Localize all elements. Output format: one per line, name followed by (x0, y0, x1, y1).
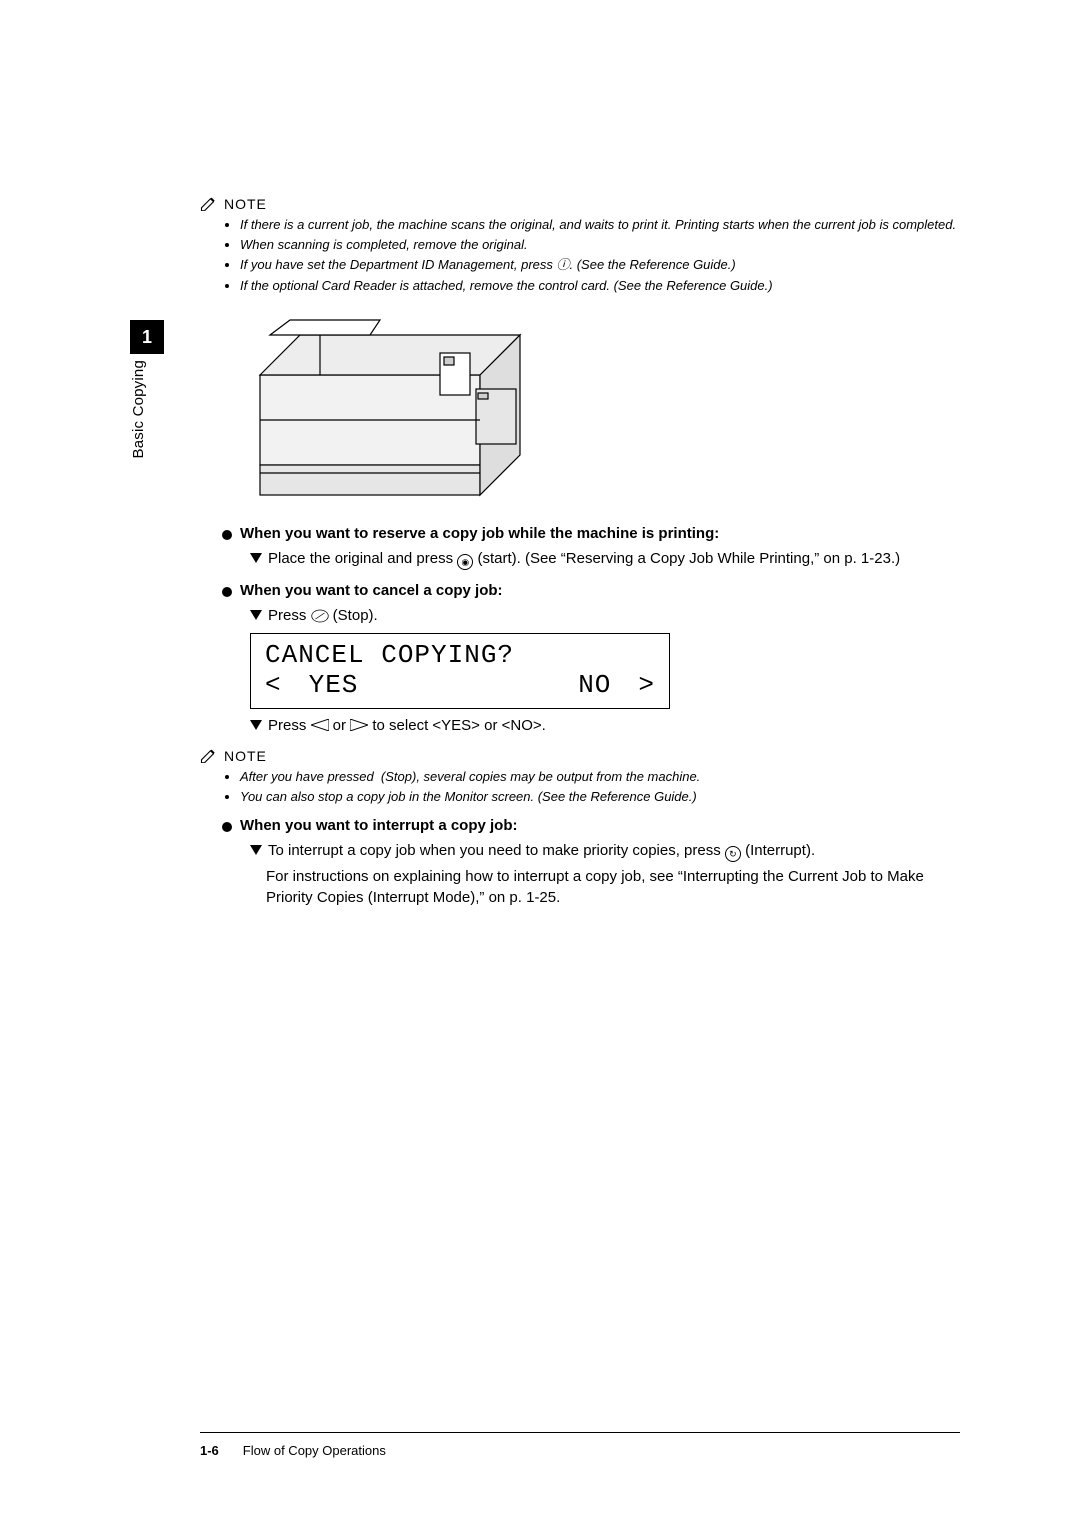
footer-section: Flow of Copy Operations (243, 1443, 386, 1458)
section-heading: When you want to cancel a copy job: (222, 582, 960, 599)
interrupt-icon: ↻ (725, 846, 741, 862)
note-header: NOTE (200, 748, 960, 764)
text-fragment: (Stop). (329, 607, 378, 624)
lcd-yes: < YES (265, 670, 358, 700)
printer-illustration (240, 305, 540, 505)
text-fragment: Press (268, 717, 311, 734)
document-page: 1 Basic Copying NOTE If there is a curre… (0, 0, 1080, 1528)
lcd-line1: CANCEL COPYING? (265, 640, 655, 670)
page-footer: 1-6 Flow of Copy Operations (200, 1432, 960, 1458)
triangle-icon (250, 610, 262, 620)
section-cancel: When you want to cancel a copy job: Pres… (200, 582, 960, 737)
section-heading: When you want to reserve a copy job whil… (222, 525, 960, 542)
step-text: Place the original and press ◉ (start). … (268, 548, 960, 570)
lcd-no: NO > (578, 670, 655, 700)
note-item: You can also stop a copy job in the Moni… (240, 788, 960, 806)
triangle-icon (250, 553, 262, 563)
step-row: Press or to select <YES> or <NO>. (250, 715, 960, 737)
footer-divider (200, 1432, 960, 1433)
section-title: When you want to interrupt a copy job: (240, 817, 518, 834)
text-fragment: (Interrupt). (741, 842, 815, 859)
bullet-icon (222, 822, 232, 832)
text-fragment: (start). (See “Reserving a Copy Job Whil… (473, 550, 900, 567)
text-fragment: or (329, 717, 351, 734)
step-row: To interrupt a copy job when you need to… (250, 840, 960, 862)
text-fragment: to select <YES> or <NO>. (368, 717, 546, 734)
note-item: If there is a current job, the machine s… (240, 216, 960, 234)
text-fragment: Press (268, 607, 311, 624)
paragraph: For instructions on explaining how to in… (266, 866, 960, 910)
note-label: NOTE (224, 748, 267, 764)
note-list-1: If there is a current job, the machine s… (200, 216, 960, 295)
text-fragment: Place the original and press (268, 550, 457, 567)
page-number: 1-6 (200, 1443, 219, 1458)
note-item: If you have set the Department ID Manage… (240, 256, 960, 274)
section-reserve: When you want to reserve a copy job whil… (200, 525, 960, 570)
step-text: To interrupt a copy job when you need to… (268, 840, 960, 862)
section-interrupt: When you want to interrupt a copy job: T… (200, 817, 960, 910)
side-tab: 1 Basic Copying (130, 320, 164, 462)
chapter-number-box: 1 (130, 320, 164, 354)
bullet-icon (222, 530, 232, 540)
stop-icon (311, 609, 329, 623)
note-label: NOTE (224, 196, 267, 212)
section-title: When you want to reserve a copy job whil… (240, 525, 719, 542)
note-header: NOTE (200, 196, 960, 212)
section-heading: When you want to interrupt a copy job: (222, 817, 960, 834)
left-arrow-icon (311, 719, 329, 731)
start-icon: ◉ (457, 554, 473, 570)
text-fragment: To interrupt a copy job when you need to… (268, 842, 725, 859)
bullet-icon (222, 587, 232, 597)
pencil-icon (200, 197, 218, 211)
note-block-2: NOTE After you have pressed (Stop), seve… (200, 748, 960, 806)
step-text: Press or to select <YES> or <NO>. (268, 715, 960, 737)
section-title: When you want to cancel a copy job: (240, 582, 503, 599)
note-item: After you have pressed (Stop), several c… (240, 768, 960, 786)
chapter-label: Basic Copying (130, 360, 147, 462)
step-row: Press (Stop). (250, 605, 960, 627)
right-arrow-icon (350, 719, 368, 731)
triangle-icon (250, 720, 262, 730)
footer-text: 1-6 Flow of Copy Operations (200, 1443, 960, 1458)
note-list-2: After you have pressed (Stop), several c… (200, 768, 960, 806)
note-block-1: NOTE If there is a current job, the mach… (200, 196, 960, 295)
step-text: Press (Stop). (268, 605, 960, 627)
step-row: Place the original and press ◉ (start). … (250, 548, 960, 570)
note-item: If the optional Card Reader is attached,… (240, 277, 960, 295)
lcd-display: CANCEL COPYING? < YES NO > (250, 633, 670, 709)
pencil-icon (200, 749, 218, 763)
triangle-icon (250, 845, 262, 855)
note-item: When scanning is completed, remove the o… (240, 236, 960, 254)
lcd-line2: < YES NO > (265, 670, 655, 700)
